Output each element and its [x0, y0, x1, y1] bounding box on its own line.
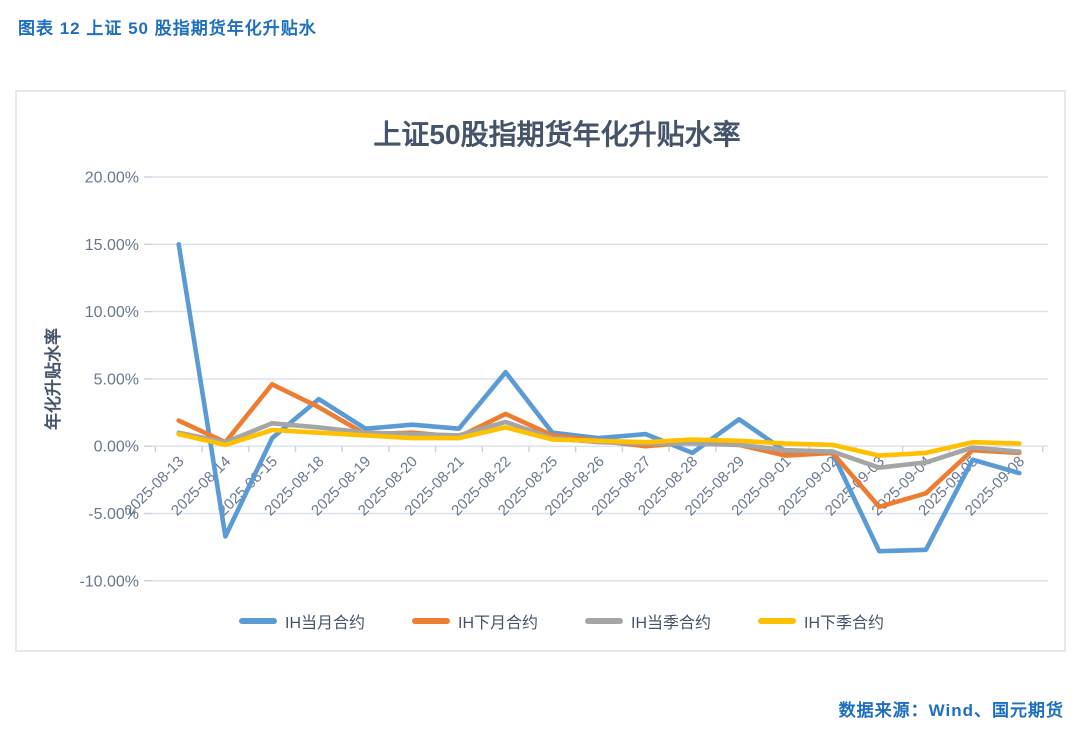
legend-item: IH当季合约	[585, 614, 711, 632]
line-chart: 20.00% 15.00% 10.00% 5.00% 0.00% -5.00% -10.00…	[43, 118, 1048, 632]
y-tick-label: -5.00%	[88, 506, 139, 523]
series-line-IH下季合约	[176, 425, 1022, 458]
series-line-IH当月合约	[176, 242, 1022, 554]
chart-container: 20.00% 15.00% 10.00% 5.00% 0.00% -5.00% -10.00…	[15, 90, 1066, 652]
legend-label: IH下月合约	[458, 614, 538, 632]
y-tick-label: 10.00%	[85, 304, 139, 321]
legend-swatch	[239, 618, 277, 624]
legend-swatch	[585, 618, 623, 624]
legend-label: IH下季合约	[804, 614, 884, 632]
legend-item: IH下季合约	[758, 614, 884, 632]
legend-item: IH下月合约	[412, 614, 538, 632]
data-source: 数据来源：Wind、国元期货	[838, 701, 1064, 720]
y-tick-label: 0.00%	[94, 439, 139, 456]
legend-swatch	[758, 618, 796, 624]
legend-swatch	[412, 618, 450, 624]
chart-title: 上证50股指期货年化升贴水率	[373, 118, 740, 150]
legend-item: IH当月合约	[239, 614, 365, 632]
y-tick-label: 15.00%	[85, 237, 139, 254]
y-tick-label: -10.00%	[79, 573, 139, 590]
y-axis-title: 年化升贴水率	[43, 328, 63, 430]
figure-caption: 图表 12 上证 50 股指期货年化升贴水	[18, 19, 317, 38]
y-tick-label: 5.00%	[94, 371, 139, 388]
y-tick-label: 20.00%	[85, 170, 139, 187]
legend-label: IH当季合约	[631, 614, 711, 632]
legend-label: IH当月合约	[285, 614, 365, 632]
